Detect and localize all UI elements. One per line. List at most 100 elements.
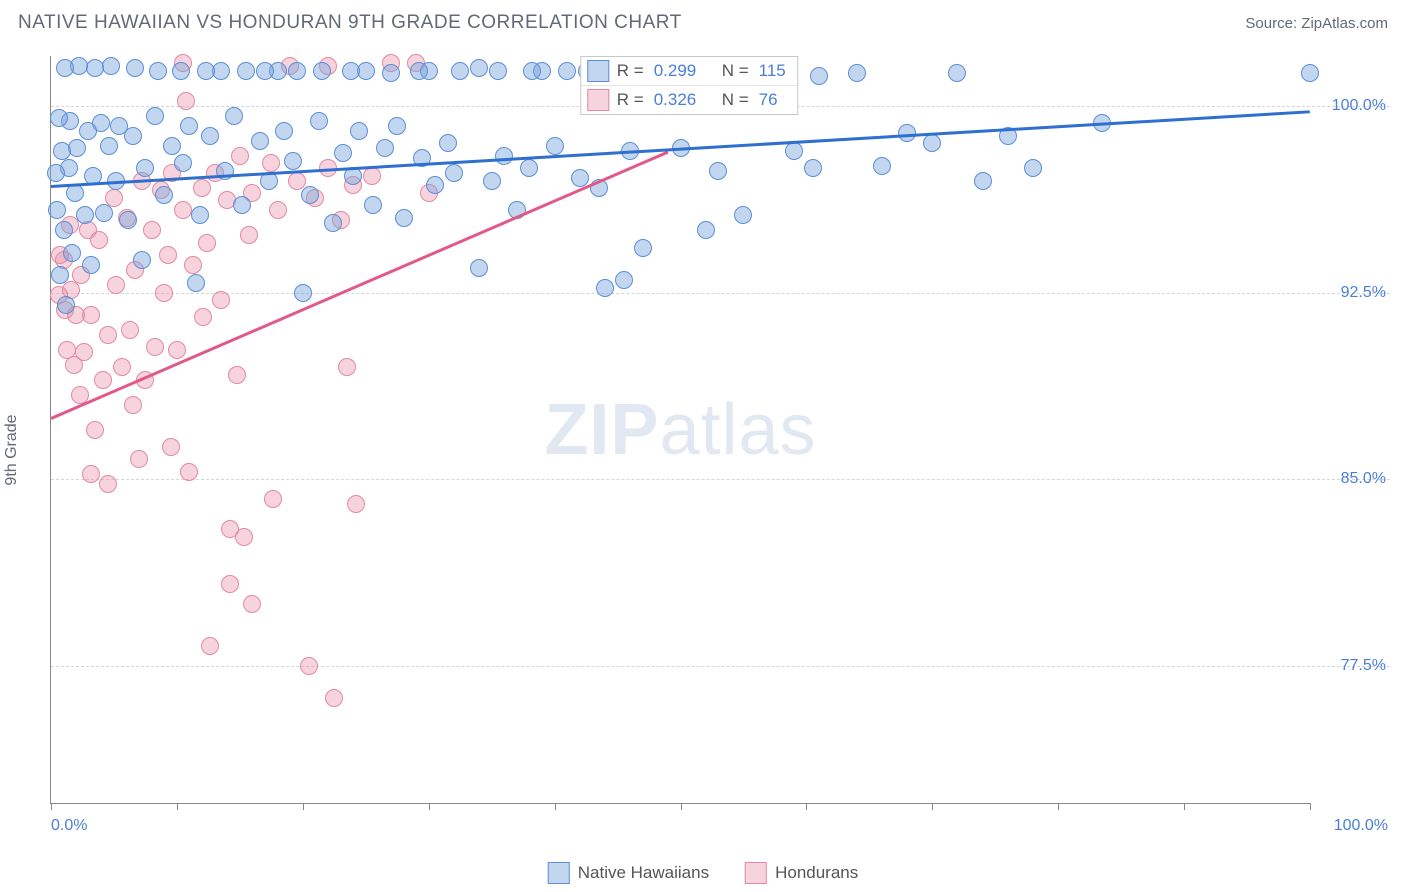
point-native-hawaiians <box>50 109 68 127</box>
point-native-hawaiians <box>310 112 328 130</box>
point-native-hawaiians <box>174 154 192 172</box>
point-hondurans <box>228 366 246 384</box>
point-hondurans <box>82 465 100 483</box>
point-native-hawaiians <box>709 162 727 180</box>
point-native-hawaiians <box>225 107 243 125</box>
x-tick <box>1184 803 1185 810</box>
legend-item: Native Hawaiians <box>548 862 709 884</box>
point-native-hawaiians <box>848 64 866 82</box>
point-native-hawaiians <box>489 62 507 80</box>
point-native-hawaiians <box>275 122 293 140</box>
x-tick <box>177 803 178 810</box>
gridline-h <box>51 479 1390 480</box>
point-native-hawaiians <box>149 62 167 80</box>
point-native-hawaiians <box>546 137 564 155</box>
legend-label: Native Hawaiians <box>578 863 709 883</box>
point-native-hawaiians <box>237 62 255 80</box>
point-native-hawaiians <box>395 209 413 227</box>
x-tick <box>806 803 807 810</box>
point-native-hawaiians <box>520 159 538 177</box>
point-native-hawaiians <box>974 172 992 190</box>
point-native-hawaiians <box>110 117 128 135</box>
point-hondurans <box>212 291 230 309</box>
stats-legend-row: R = 0.299 N = 115 <box>581 57 798 85</box>
x-tick <box>932 803 933 810</box>
point-hondurans <box>124 396 142 414</box>
point-native-hawaiians <box>470 259 488 277</box>
x-tick <box>51 803 52 810</box>
point-native-hawaiians <box>233 196 251 214</box>
point-native-hawaiians <box>615 271 633 289</box>
point-hondurans <box>201 637 219 655</box>
point-native-hawaiians <box>810 67 828 85</box>
point-native-hawaiians <box>197 62 215 80</box>
stats-legend: R = 0.299 N = 115 R = 0.326 N = 76 <box>580 56 799 115</box>
point-native-hawaiians <box>470 59 488 77</box>
point-native-hawaiians <box>284 152 302 170</box>
point-hondurans <box>94 371 112 389</box>
point-native-hawaiians <box>133 251 151 269</box>
point-native-hawaiians <box>558 62 576 80</box>
point-native-hawaiians <box>410 62 428 80</box>
point-native-hawaiians <box>571 169 589 187</box>
point-hondurans <box>338 358 356 376</box>
legend-swatch <box>587 89 609 111</box>
point-native-hawaiians <box>495 147 513 165</box>
point-hondurans <box>86 421 104 439</box>
point-native-hawaiians <box>923 134 941 152</box>
point-native-hawaiians <box>79 122 97 140</box>
point-hondurans <box>300 657 318 675</box>
point-hondurans <box>58 341 76 359</box>
point-native-hawaiians <box>426 176 444 194</box>
point-hondurans <box>174 201 192 219</box>
point-hondurans <box>180 463 198 481</box>
point-native-hawaiians <box>57 296 75 314</box>
point-hondurans <box>143 221 161 239</box>
point-native-hawaiians <box>382 64 400 82</box>
point-native-hawaiians <box>734 206 752 224</box>
point-hondurans <box>235 528 253 546</box>
point-native-hawaiians <box>301 186 319 204</box>
point-native-hawaiians <box>56 59 74 77</box>
point-hondurans <box>168 341 186 359</box>
point-native-hawaiians <box>523 62 541 80</box>
point-hondurans <box>325 689 343 707</box>
point-hondurans <box>184 256 202 274</box>
point-native-hawaiians <box>596 279 614 297</box>
legend-swatch <box>587 60 609 82</box>
point-native-hawaiians <box>350 122 368 140</box>
gridline-h <box>51 666 1390 667</box>
point-native-hawaiians <box>697 221 715 239</box>
point-native-hawaiians <box>364 196 382 214</box>
point-native-hawaiians <box>55 221 73 239</box>
point-native-hawaiians <box>439 134 457 152</box>
point-native-hawaiians <box>445 164 463 182</box>
point-hondurans <box>121 321 139 339</box>
legend-swatch <box>745 862 767 884</box>
x-max-label: 100.0% <box>1334 817 1388 835</box>
y-tick-label: 92.5% <box>1341 284 1386 302</box>
point-native-hawaiians <box>256 62 274 80</box>
gridline-h <box>51 293 1390 294</box>
point-native-hawaiians <box>187 274 205 292</box>
point-hondurans <box>194 308 212 326</box>
point-hondurans <box>99 326 117 344</box>
point-native-hawaiians <box>119 211 137 229</box>
x-tick <box>429 803 430 810</box>
point-native-hawaiians <box>100 137 118 155</box>
point-hondurans <box>113 358 131 376</box>
point-hondurans <box>347 495 365 513</box>
point-native-hawaiians <box>634 239 652 257</box>
y-tick-label: 100.0% <box>1332 97 1386 115</box>
x-tick <box>303 803 304 810</box>
legend-label: Hondurans <box>775 863 858 883</box>
y-tick-label: 85.0% <box>1341 470 1386 488</box>
point-native-hawaiians <box>201 127 219 145</box>
point-native-hawaiians <box>63 244 81 262</box>
point-native-hawaiians <box>48 201 66 219</box>
point-native-hawaiians <box>163 137 181 155</box>
point-hondurans <box>155 284 173 302</box>
point-native-hawaiians <box>146 107 164 125</box>
watermark: ZIPatlas <box>544 389 816 471</box>
point-native-hawaiians <box>102 57 120 75</box>
